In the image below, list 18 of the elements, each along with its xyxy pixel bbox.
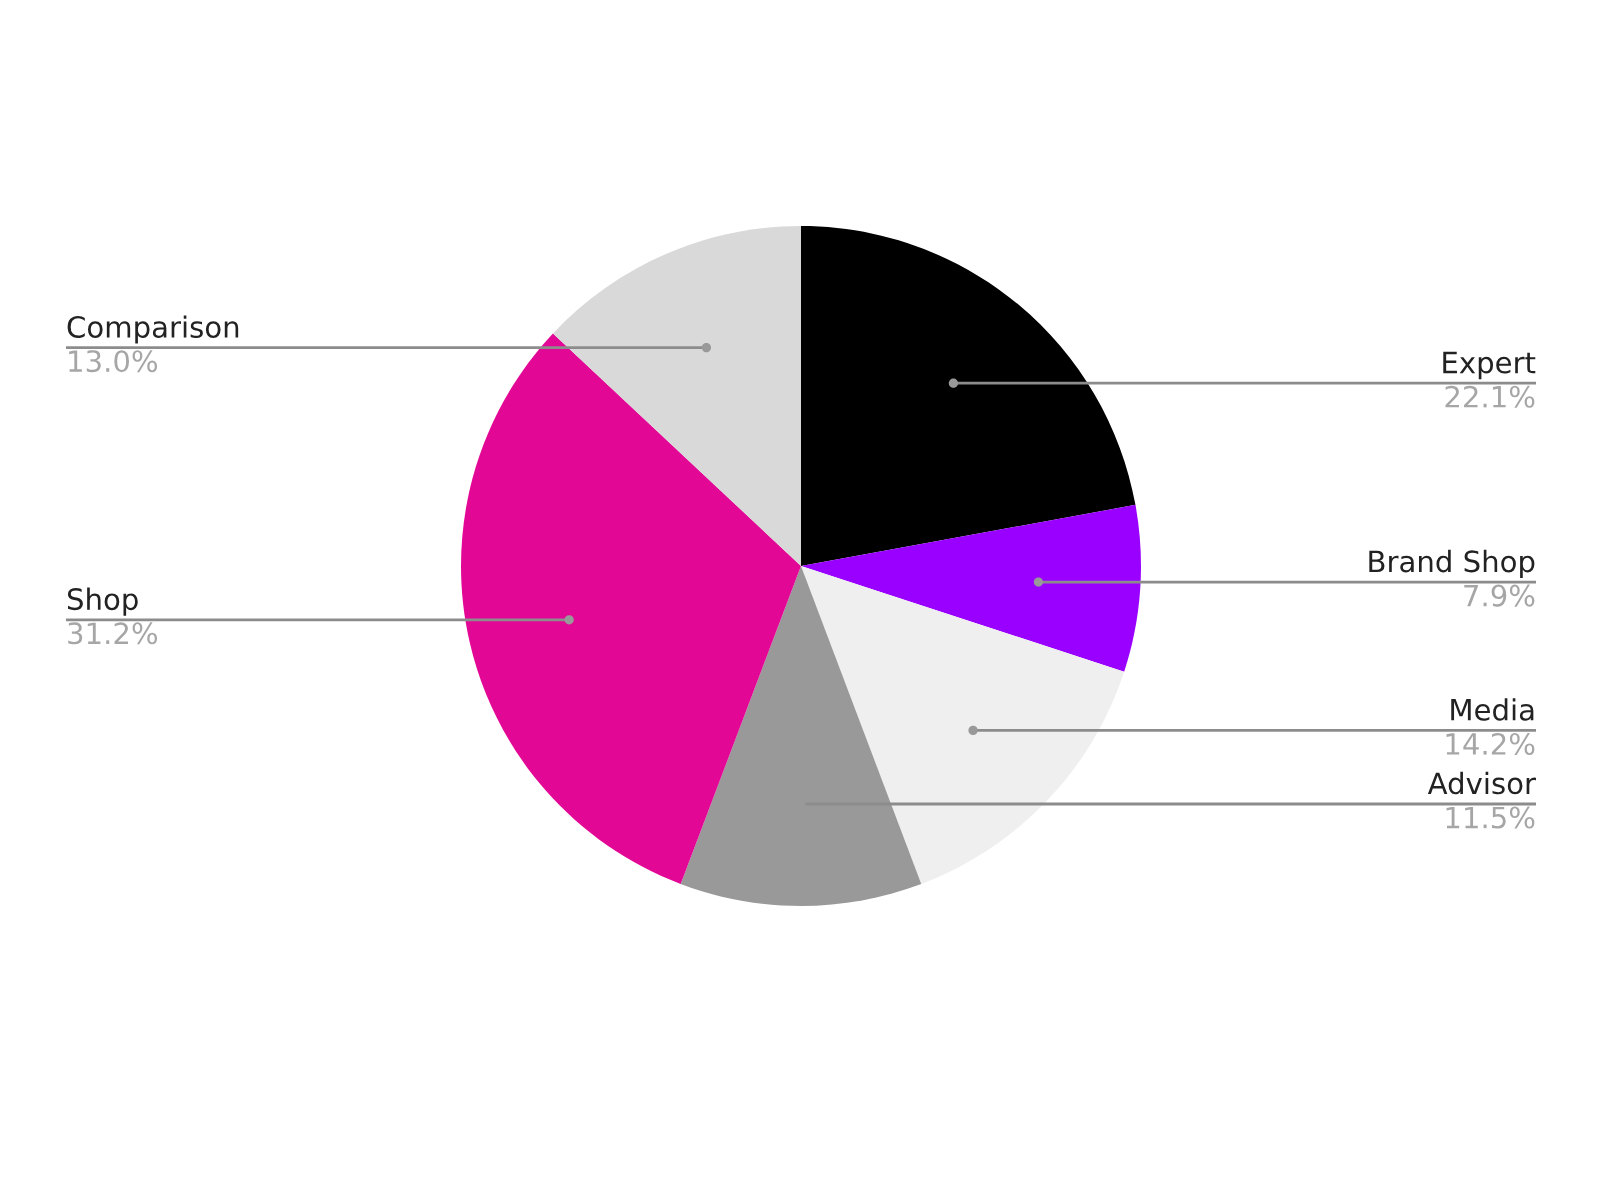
slice-label: Brand Shop bbox=[1369, 549, 1535, 579]
data-label: 7.9% bbox=[1464, 584, 1535, 607]
pie-slice bbox=[461, 333, 801, 885]
slice-label: Comparison bbox=[67, 315, 239, 344]
slice-label: Media bbox=[1451, 698, 1534, 721]
slice-label: Shop bbox=[67, 587, 138, 616]
data-label: 11.5% bbox=[1446, 806, 1535, 829]
data-label: 22.1% bbox=[1445, 385, 1535, 408]
pie-slice bbox=[801, 504, 1141, 672]
data-label: 13.0% bbox=[69, 350, 158, 373]
data-label: 14.2% bbox=[1446, 732, 1535, 755]
slice-label: Advisor bbox=[1427, 771, 1536, 795]
data-label: 31.2% bbox=[68, 622, 158, 645]
pie-slice bbox=[552, 226, 801, 566]
pie-slice bbox=[801, 566, 1125, 885]
slice-label: Expert bbox=[1443, 351, 1536, 380]
pie-slice bbox=[801, 226, 1136, 566]
pie-slice bbox=[680, 566, 922, 906]
